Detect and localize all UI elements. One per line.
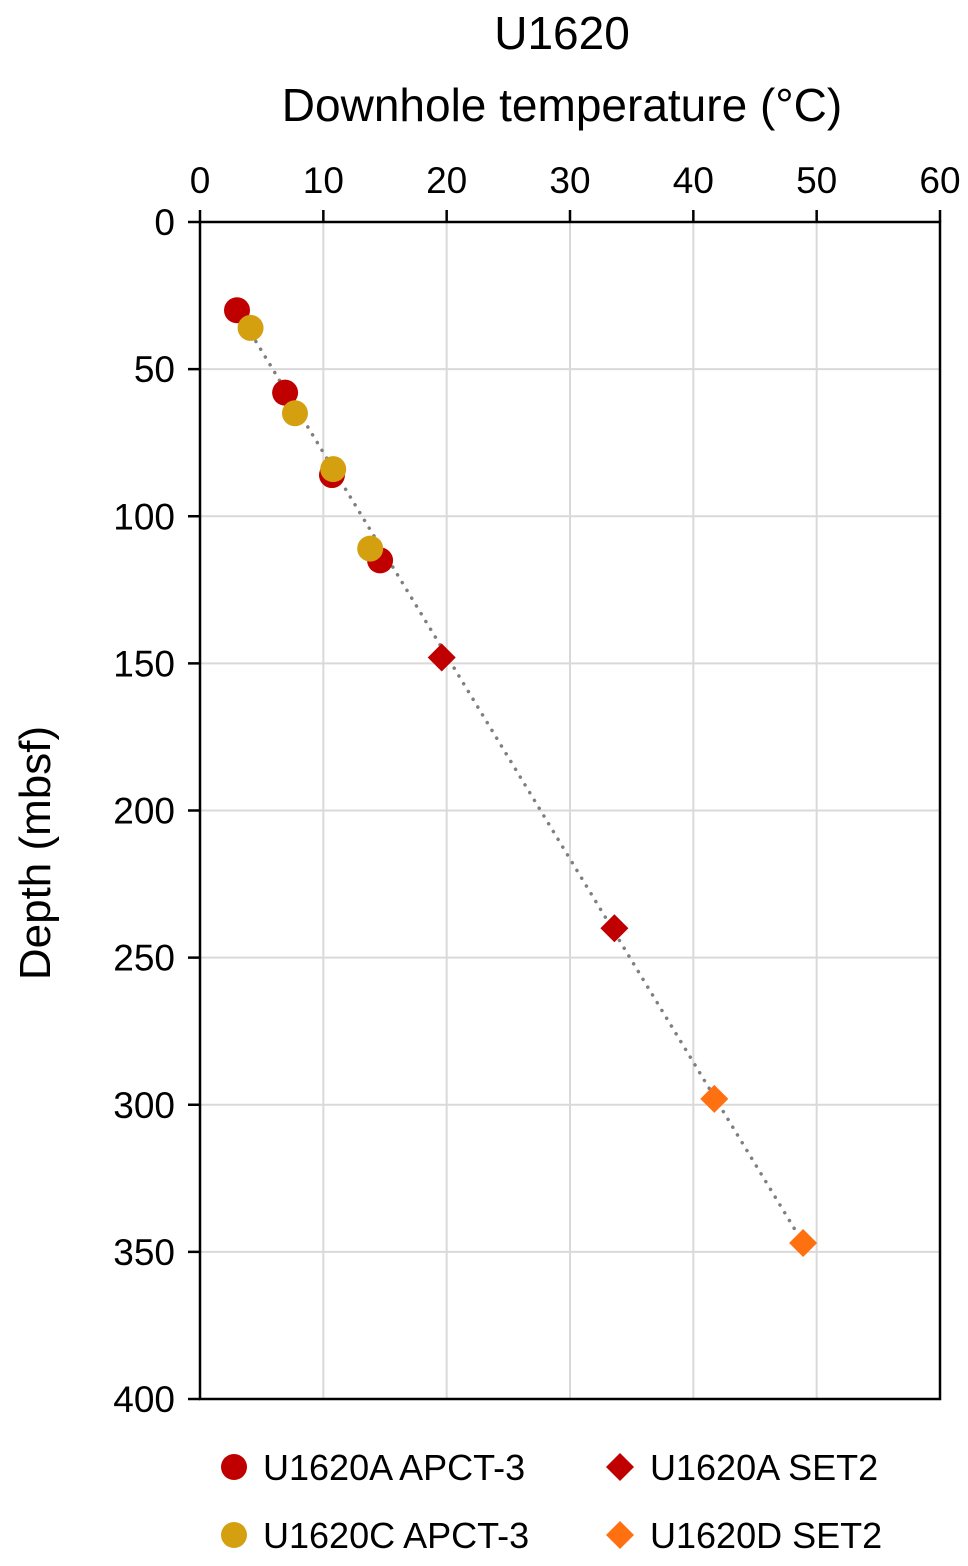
chart-title: U1620 xyxy=(494,7,630,59)
x-tick-label: 40 xyxy=(673,160,714,201)
y-axis-ticks: 0 50 100 150 200 250 300 350 400 xyxy=(113,202,200,1420)
legend: U1620A APCT-3 U1620C APCT-3 U1620A SET2 U16… xyxy=(221,1447,882,1556)
x-axis-ticks: 0 10 20 30 40 50 60 xyxy=(190,160,961,222)
data-point xyxy=(281,400,308,427)
legend-marker xyxy=(606,1521,634,1549)
y-tick-label: 100 xyxy=(113,496,175,537)
data-point xyxy=(237,314,264,341)
legend-item: U1620C APCT-3 xyxy=(221,1515,529,1556)
y-tick-label: 300 xyxy=(113,1085,175,1126)
data-point xyxy=(427,643,456,672)
legend-item: U1620A APCT-3 xyxy=(221,1447,525,1488)
y-tick-label: 150 xyxy=(113,643,175,684)
legend-label: U1620D SET2 xyxy=(650,1515,882,1556)
x-tick-label: 30 xyxy=(549,160,590,201)
legend-item: U1620D SET2 xyxy=(606,1515,882,1556)
data-point xyxy=(789,1229,818,1258)
legend-label: U1620A APCT-3 xyxy=(263,1447,525,1488)
y-tick-label: 350 xyxy=(113,1232,175,1273)
x-tick-label: 10 xyxy=(303,160,344,201)
chart-title-group: U1620 Downhole temperature (°C) xyxy=(282,7,842,131)
x-axis-label: Downhole temperature (°C) xyxy=(282,79,842,131)
y-tick-label: 250 xyxy=(113,938,175,979)
legend-marker xyxy=(221,1454,247,1480)
legend-item: U1620A SET2 xyxy=(606,1447,878,1488)
gridlines xyxy=(200,222,940,1399)
data-point xyxy=(700,1084,729,1113)
legend-marker xyxy=(606,1453,634,1481)
y-tick-label: 50 xyxy=(134,349,175,390)
y-tick-label: 400 xyxy=(113,1379,175,1420)
x-tick-label: 0 xyxy=(190,160,211,201)
y-axis-label: Depth (mbsf) xyxy=(11,726,60,980)
legend-label: U1620A SET2 xyxy=(650,1447,878,1488)
x-tick-label: 50 xyxy=(796,160,837,201)
y-tick-label: 0 xyxy=(154,202,175,243)
data-point xyxy=(320,456,347,483)
data-points xyxy=(224,297,818,1258)
data-point xyxy=(272,379,299,406)
y-tick-label: 200 xyxy=(113,791,175,832)
x-tick-label: 20 xyxy=(426,160,467,201)
data-point xyxy=(600,914,629,943)
data-point xyxy=(357,535,384,562)
legend-marker xyxy=(221,1522,247,1548)
x-tick-label: 60 xyxy=(919,160,960,201)
data-point xyxy=(224,297,250,324)
legend-label: U1620C APCT-3 xyxy=(263,1515,529,1556)
